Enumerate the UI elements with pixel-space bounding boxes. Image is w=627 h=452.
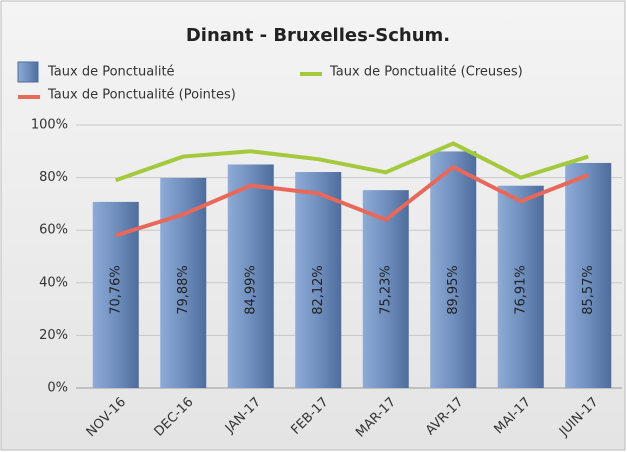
legend-label: Taux de Ponctualité (Pointes)	[47, 88, 236, 103]
y-tick-label: 60%	[39, 223, 68, 238]
legend-swatch	[17, 61, 39, 83]
bar	[565, 162, 612, 388]
legend-label: Taux de Ponctualité	[47, 65, 175, 80]
y-tick-label: 40%	[39, 275, 68, 290]
data-label: 75,23%	[378, 265, 393, 315]
y-tick-label: 0%	[47, 381, 68, 396]
line	[115, 141, 589, 183]
data-label: 79,88%	[176, 265, 191, 315]
data-label: 84,99%	[243, 265, 258, 315]
data-label: 85,57%	[581, 265, 596, 315]
data-label: 70,76%	[108, 265, 123, 315]
data-label: 82,12%	[311, 265, 326, 315]
chart-title: Dinant - Bruxelles-Schum.	[186, 25, 450, 46]
bar	[362, 190, 409, 388]
data-label: 76,91%	[513, 265, 528, 315]
data-label: 89,95%	[446, 265, 461, 315]
bar	[295, 172, 342, 388]
y-tick-label: 80%	[39, 170, 68, 185]
bar	[92, 201, 139, 388]
y-tick-label: 100%	[31, 118, 68, 133]
line	[115, 165, 589, 238]
y-tick-label: 20%	[39, 328, 68, 343]
bar	[227, 164, 274, 388]
bar	[497, 185, 544, 388]
legend-label: Taux de Ponctualité (Creuses)	[329, 65, 523, 80]
bar	[430, 151, 477, 388]
